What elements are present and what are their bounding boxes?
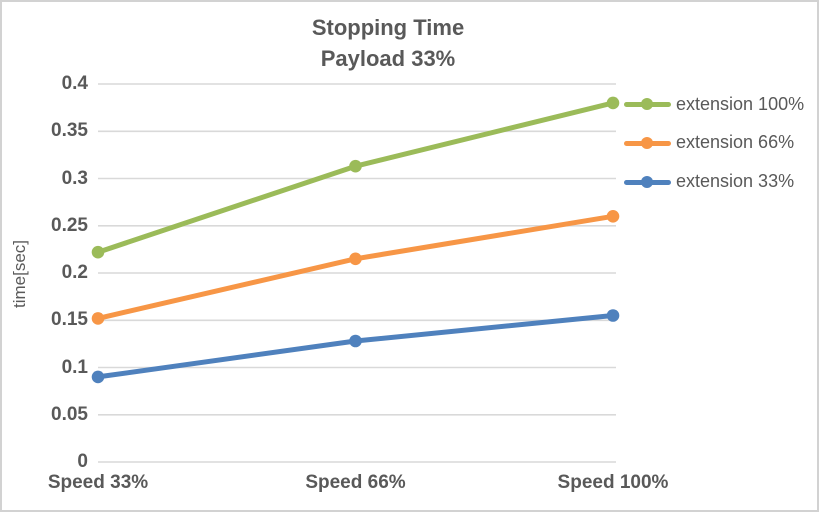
data-point-marker xyxy=(606,309,620,322)
data-point-marker xyxy=(349,334,362,348)
data-point-marker xyxy=(349,252,362,266)
chart-title-line1: Stopping Time xyxy=(311,15,465,40)
legend-item: extension 100% xyxy=(624,93,804,115)
x-tick-label: Speed 100% xyxy=(557,472,669,493)
legend-line-marker-icon xyxy=(624,93,671,115)
legend-item: extension 66% xyxy=(624,132,794,154)
data-point-marker xyxy=(91,370,105,384)
x-tick-label: Speed 33% xyxy=(47,472,149,493)
y-tick-label: 0 xyxy=(77,451,88,472)
series-line xyxy=(95,213,616,321)
data-point-marker xyxy=(606,210,620,223)
data-point-marker xyxy=(606,96,620,110)
legend-label: extension 66% xyxy=(676,132,795,153)
y-tick-label: 0.2 xyxy=(61,262,88,283)
legend-line-marker-icon xyxy=(624,132,671,154)
chart-title: Stopping Time Payload 33% xyxy=(2,12,774,74)
data-point-marker xyxy=(91,245,105,259)
legend-label: extension 100% xyxy=(676,93,805,114)
y-tick-label: 0.1 xyxy=(61,356,88,378)
y-tick-label: 0.35 xyxy=(51,120,88,142)
y-tick-label: 0.05 xyxy=(51,403,88,425)
legend-item: extension 33% xyxy=(624,171,794,193)
chart-title-line2: Payload 33% xyxy=(320,46,456,71)
legend-label: extension 33% xyxy=(676,171,795,192)
y-tick-label: 0.3 xyxy=(61,167,88,189)
x-tick-label: Speed 66% xyxy=(305,472,406,493)
data-point-marker xyxy=(349,159,362,173)
legend-line-marker-icon xyxy=(624,171,671,193)
y-tick-label: 0.15 xyxy=(51,309,88,331)
data-point-marker xyxy=(91,312,105,325)
y-tick-label: 0.4 xyxy=(61,73,88,94)
y-tick-label: 0.25 xyxy=(51,214,88,236)
